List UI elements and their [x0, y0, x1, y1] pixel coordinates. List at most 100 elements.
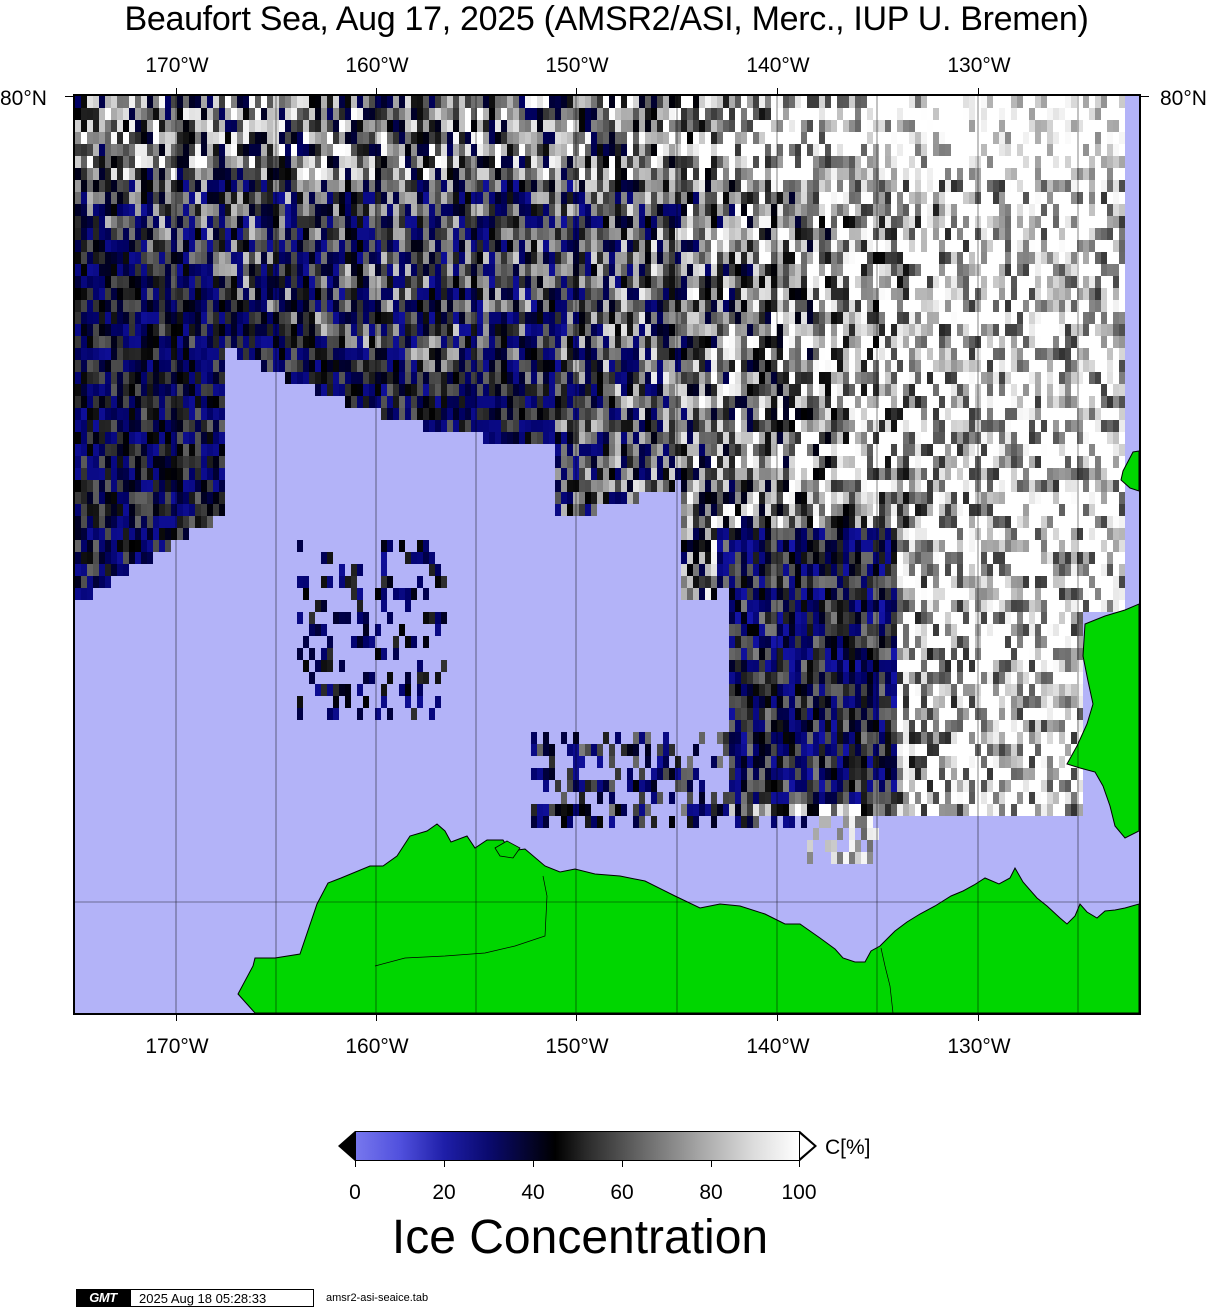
- ice-cell: [423, 420, 429, 432]
- ice-cell: [633, 324, 639, 336]
- ice-cell: [711, 264, 717, 276]
- ice-cell: [783, 348, 789, 360]
- ice-cell: [435, 252, 441, 264]
- ice-cell: [843, 108, 849, 120]
- ice-cell: [495, 156, 501, 168]
- ice-cell: [1017, 108, 1023, 120]
- ice-cell: [99, 228, 105, 240]
- ice-cell: [147, 288, 153, 300]
- ice-cell: [705, 348, 711, 360]
- ice-cell: [141, 96, 147, 108]
- ice-cell: [693, 408, 699, 420]
- ice-cell: [543, 432, 549, 444]
- ice-cell: [423, 288, 429, 300]
- ice-cell: [99, 252, 105, 264]
- ice-cell: [663, 120, 669, 132]
- ice-cell: [591, 300, 597, 312]
- ice-cell: [519, 252, 525, 264]
- ice-cell: [531, 360, 537, 372]
- ice-cell: [1029, 108, 1035, 120]
- ice-cell: [213, 168, 219, 180]
- ice-cell: [471, 240, 477, 252]
- ice-cell: [195, 216, 201, 228]
- ice-cell: [1065, 312, 1071, 324]
- ice-cell: [87, 336, 93, 348]
- ice-cell: [489, 396, 495, 408]
- ice-cell: [195, 252, 201, 264]
- ice-cell: [111, 120, 117, 132]
- ice-cell: [999, 156, 1005, 168]
- ice-cell: [525, 240, 531, 252]
- ice-cell: [93, 420, 99, 432]
- ice-cell: [957, 360, 963, 372]
- ice-cell: [621, 360, 627, 372]
- ice-cell: [885, 228, 891, 240]
- ice-cell: [657, 240, 663, 252]
- ice-cell: [663, 336, 669, 348]
- ice-cell: [933, 336, 939, 348]
- ice-cell: [141, 276, 147, 288]
- ice-cell: [957, 396, 963, 408]
- ice-cell: [819, 288, 825, 300]
- ice-cell: [747, 336, 753, 348]
- ice-cell: [657, 204, 663, 216]
- ice-cell: [153, 408, 159, 420]
- ice-cell: [369, 288, 375, 300]
- ice-cell: [81, 396, 87, 408]
- ice-cell: [957, 336, 963, 348]
- ice-cell: [519, 240, 525, 252]
- ice-cell: [117, 312, 123, 324]
- ice-cell: [423, 120, 429, 132]
- ice-cell: [513, 120, 519, 132]
- ice-cell: [1071, 360, 1077, 372]
- ice-cell: [807, 228, 813, 240]
- ice-cell: [579, 444, 585, 456]
- ice-cell: [747, 324, 753, 336]
- ice-cell: [423, 372, 429, 384]
- ice-cell: [105, 180, 111, 192]
- ice-cell: [921, 348, 927, 360]
- ice-cell: [1107, 408, 1113, 420]
- ice-cell: [447, 384, 453, 396]
- ice-cell: [501, 180, 507, 192]
- ice-cell: [807, 180, 813, 192]
- ice-cell: [945, 288, 951, 300]
- ice-cell: [1053, 312, 1059, 324]
- ice-cell: [225, 240, 231, 252]
- ice-cell: [303, 252, 309, 264]
- ice-cell: [453, 132, 459, 144]
- ice-cell: [453, 336, 459, 348]
- ice-cell: [477, 324, 483, 336]
- ice-cell: [1041, 432, 1047, 444]
- ice-cell: [627, 372, 633, 384]
- ice-cell: [927, 420, 933, 432]
- ice-cell: [447, 96, 453, 108]
- ice-cell: [1017, 264, 1023, 276]
- ice-cell: [651, 276, 657, 288]
- ice-cell: [129, 360, 135, 372]
- ice-cell: [423, 312, 429, 324]
- ice-cell: [549, 264, 555, 276]
- ice-cell: [525, 228, 531, 240]
- ice-cell: [741, 336, 747, 348]
- ice-cell: [357, 156, 363, 168]
- ice-cell: [891, 252, 897, 264]
- ice-cell: [549, 204, 555, 216]
- ice-cell: [1083, 156, 1089, 168]
- ice-cell: [675, 132, 681, 144]
- ice-cell: [747, 384, 753, 396]
- ice-cell: [225, 180, 231, 192]
- ice-cell: [129, 132, 135, 144]
- ice-cell: [741, 396, 747, 408]
- ice-cell: [279, 336, 285, 348]
- ice-cell: [99, 276, 105, 288]
- ice-cell: [633, 228, 639, 240]
- ice-cell: [369, 120, 375, 132]
- ice-cell: [399, 144, 405, 156]
- ice-cell: [1047, 192, 1053, 204]
- ice-cell: [1047, 168, 1053, 180]
- ice-cell: [1095, 372, 1101, 384]
- ice-cell: [441, 156, 447, 168]
- ice-cell: [477, 360, 483, 372]
- ice-cell: [105, 264, 111, 276]
